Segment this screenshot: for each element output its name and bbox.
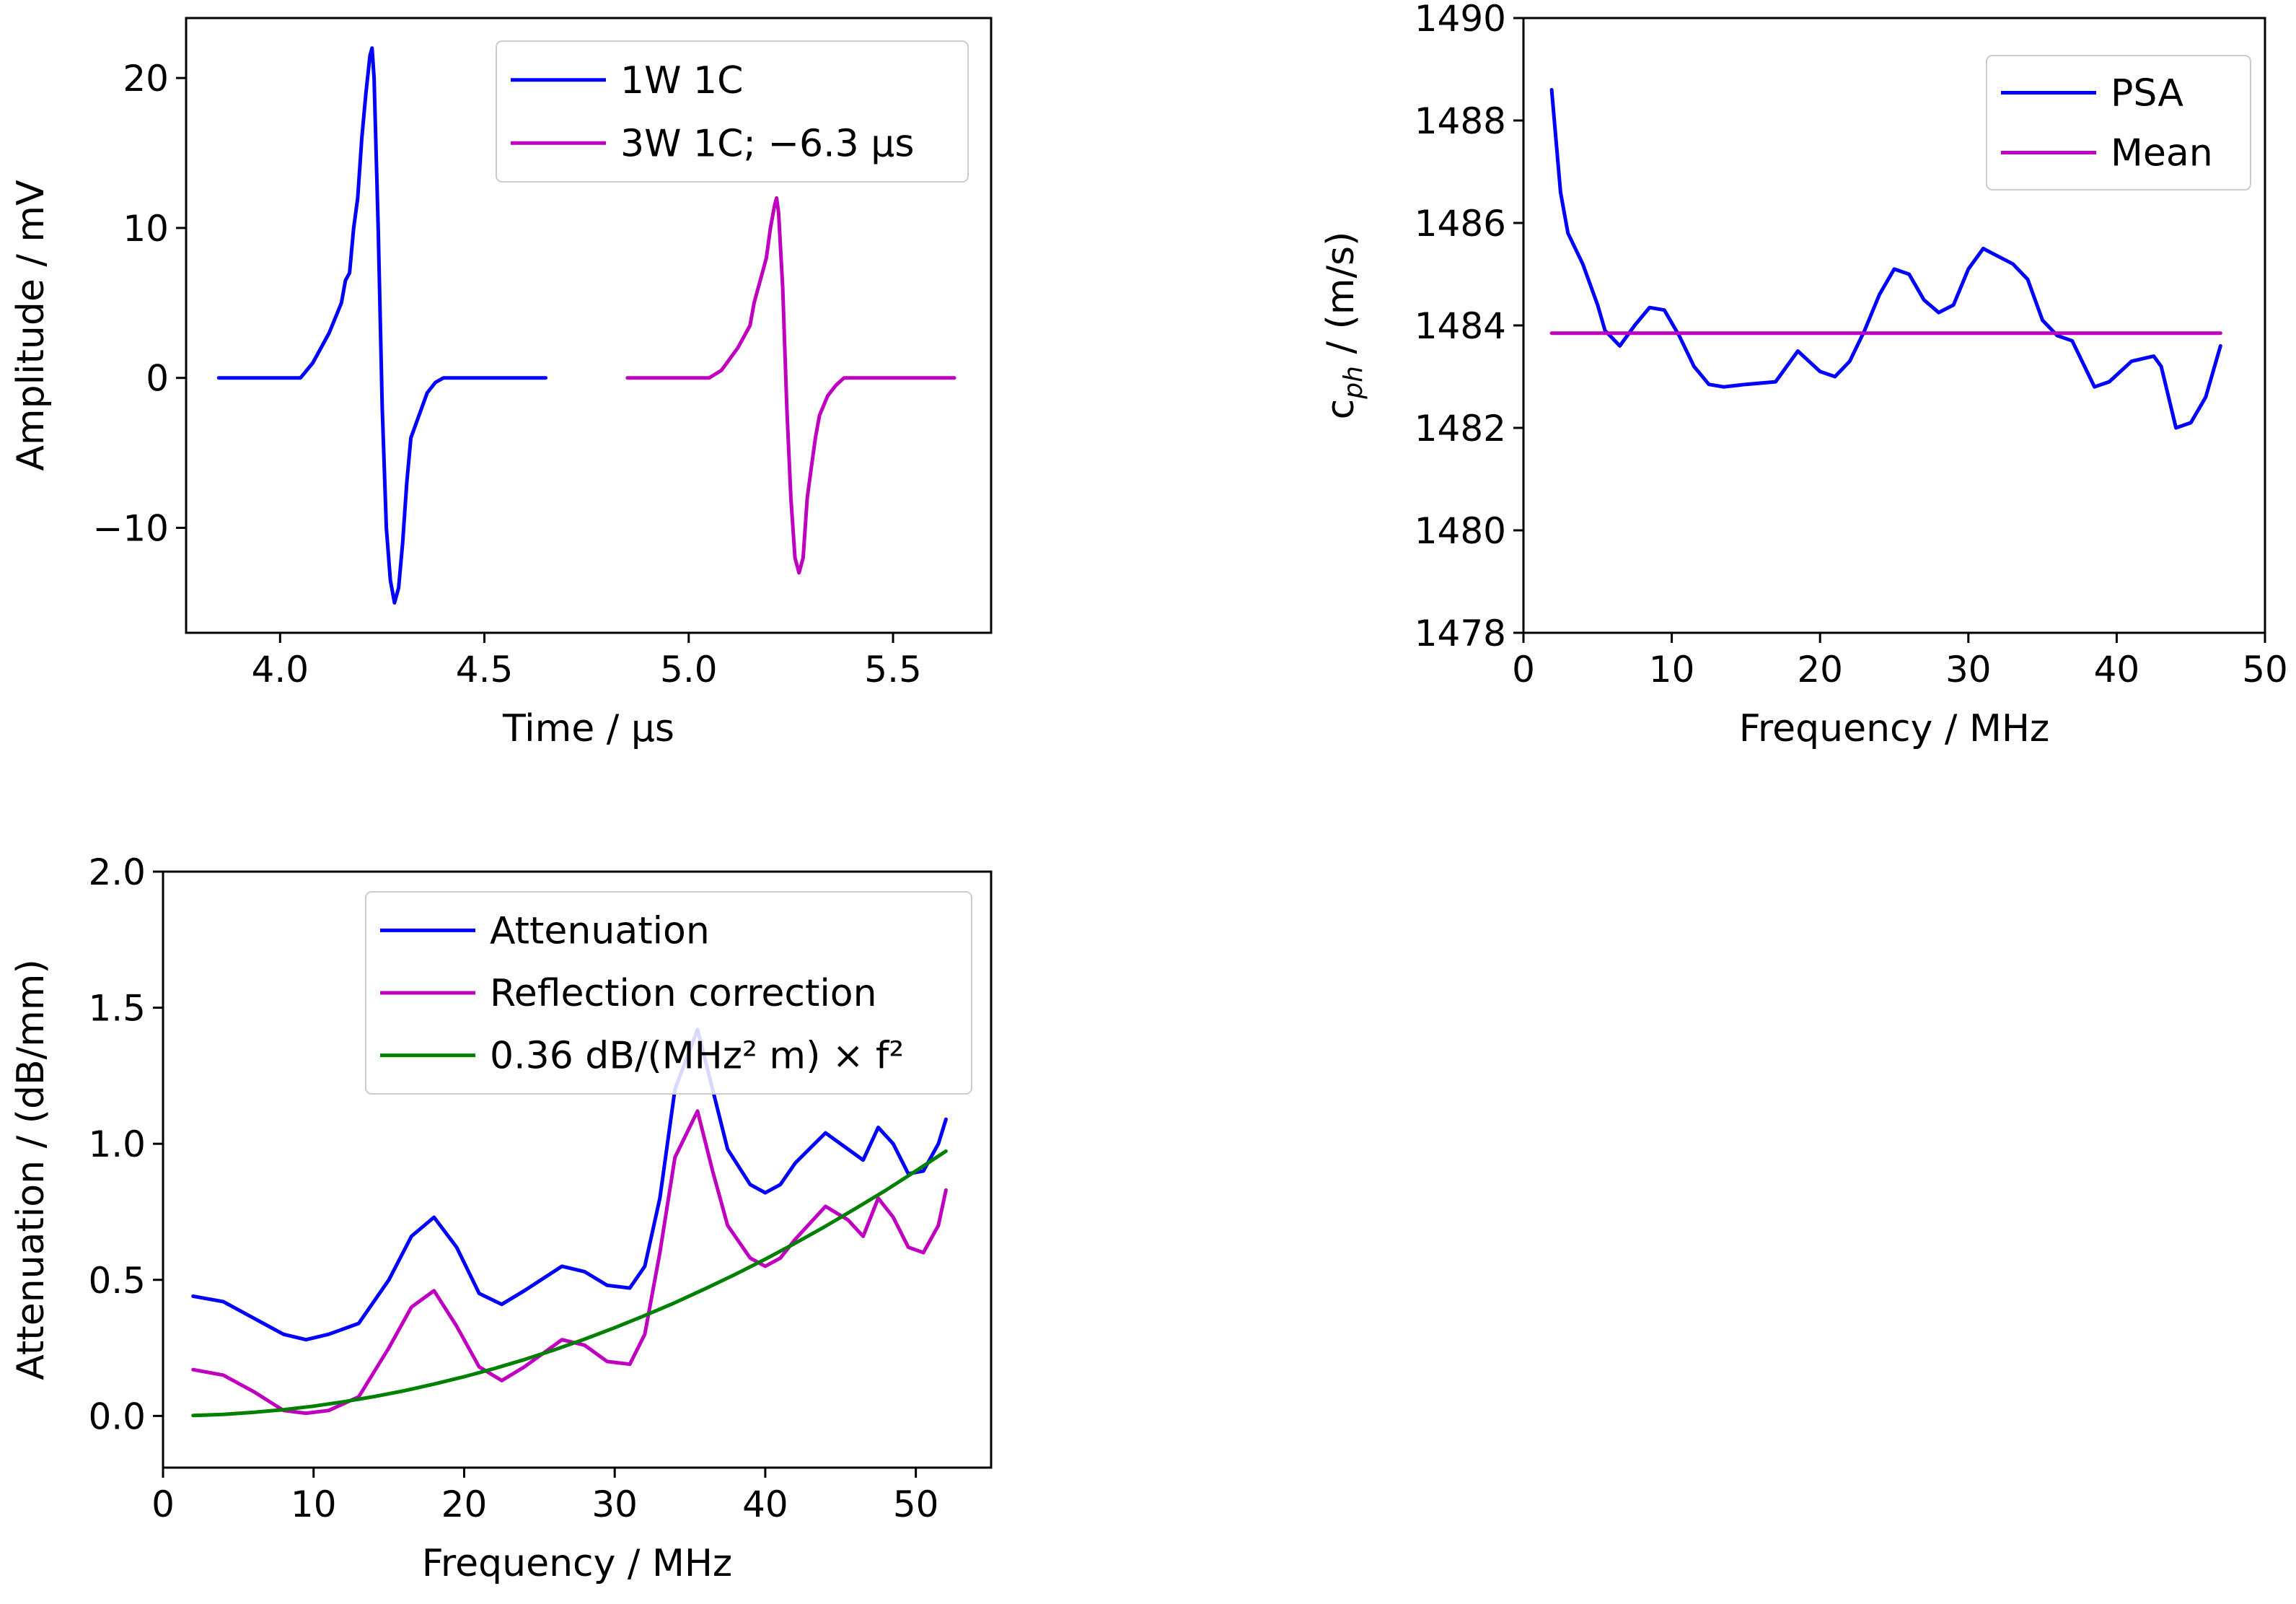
- x-tick-label: 50: [893, 1484, 939, 1525]
- legend-box: [496, 40, 969, 183]
- y-tick-label: 1490: [1415, 0, 1506, 40]
- y-axis-label: Amplitude / mV: [9, 180, 53, 471]
- chart-attenuation: 0 10 20 30 40 50 0.0 0.5 1.0 1.5 2.0 Frequency / MH…: [9, 851, 993, 1585]
- legend-label: 0.36 dB/(MHz² m) × f²: [490, 1035, 904, 1078]
- y-tick-label: 1480: [1415, 510, 1506, 552]
- y-tick-label: −10: [92, 508, 169, 550]
- series-line-0-36-db-mhz-m-f-: [191, 1149, 948, 1418]
- x-tick-label: 0: [1512, 649, 1535, 691]
- x-tick-label: 40: [2094, 649, 2140, 691]
- y-tick-label: 10: [123, 208, 169, 250]
- x-tick-label: 50: [2242, 649, 2288, 691]
- x-axis-label: Time / µs: [502, 707, 674, 750]
- y-tick-label: 1482: [1415, 408, 1506, 450]
- series-line-reflection-correction: [191, 1109, 948, 1416]
- axes-frame: [162, 870, 993, 1469]
- legend-label: 1W 1C: [620, 59, 743, 102]
- x-axis-label: Frequency / MHz: [422, 1542, 732, 1585]
- legend-label: PSA: [2111, 72, 2183, 115]
- legend-label: Attenuation: [490, 909, 710, 952]
- y-axis-label: Attenuation / (dB/mm): [9, 959, 53, 1380]
- x-tick-label: 4.5: [456, 649, 514, 691]
- legend-box: [365, 891, 972, 1095]
- y-tick-label: 1486: [1415, 203, 1506, 245]
- legend: PSA Mean: [1986, 55, 2251, 190]
- y-tick-label: 1488: [1415, 100, 1506, 142]
- y-tick-label: 1484: [1415, 305, 1506, 347]
- axes-frame: [185, 17, 993, 634]
- y-tick-label: 0.0: [88, 1395, 146, 1437]
- legend-label: Mean: [2111, 132, 2213, 175]
- plots: 4.0 4.5 5.0 5.5 −10 0 10 20 Time / µs Amplitude /…: [9, 0, 2288, 1585]
- legend-box: [1986, 55, 2251, 190]
- legend: 1W 1C 3W 1C; −6.3 µs: [496, 40, 969, 183]
- y-tick-label: 1478: [1415, 613, 1506, 654]
- legend-label: Reflection correction: [490, 972, 877, 1015]
- y-tick-label: 0.5: [88, 1260, 146, 1302]
- x-tick-label: 0: [151, 1484, 175, 1525]
- chart-amplitude: 4.0 4.5 5.0 5.5 −10 0 10 20 Time / µs Amplitude /…: [9, 17, 993, 750]
- y-tick-label: 1.0: [88, 1123, 146, 1165]
- x-tick-label: 10: [1649, 649, 1695, 691]
- x-tick-label: 40: [742, 1484, 788, 1525]
- y-axis-label: cph / (m/s): [1319, 232, 1368, 420]
- series-line-attenuation: [191, 1027, 948, 1342]
- y-tick-label: 1.5: [88, 988, 146, 1030]
- x-tick-label: 20: [1797, 649, 1843, 691]
- series-line-3w-1c-6-3-s: [625, 196, 956, 575]
- x-tick-label: 30: [1945, 649, 1992, 691]
- x-tick-label: 30: [591, 1484, 638, 1525]
- legend-label: 3W 1C; −6.3 µs: [620, 122, 914, 165]
- x-tick-label: 4.0: [252, 649, 309, 691]
- series-line-1w-1c: [216, 46, 547, 605]
- y-tick-label: 0: [146, 358, 169, 400]
- y-tick-label: 20: [123, 58, 169, 100]
- chart-phase-velocity: 0 10 20 30 40 50 1478 1480 1482 1484 1486 1488 1490 F…: [1319, 0, 2288, 750]
- x-axis-label: Frequency / MHz: [1739, 707, 2049, 750]
- legend: Attenuation Reflection correction 0.36 dB/…: [365, 891, 972, 1095]
- x-tick-label: 20: [441, 1484, 488, 1525]
- series-line-psa: [1549, 87, 2222, 430]
- x-tick-label: 10: [291, 1484, 337, 1525]
- x-tick-label: 5.5: [864, 649, 922, 691]
- y-tick-label: 2.0: [88, 851, 146, 893]
- x-tick-label: 5.0: [660, 649, 718, 691]
